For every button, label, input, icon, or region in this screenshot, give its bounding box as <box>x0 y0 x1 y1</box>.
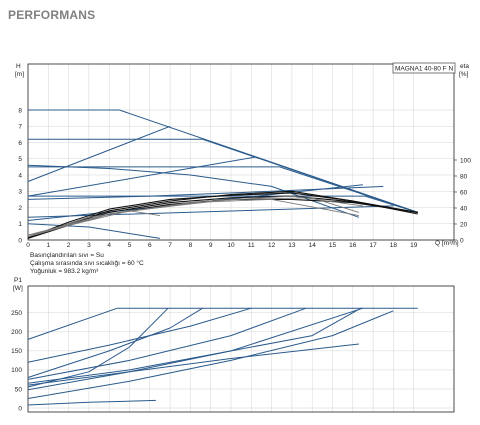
x-tick-label: 17 <box>369 242 377 249</box>
power-curve-4 <box>27 307 364 391</box>
model-label-box <box>392 62 456 74</box>
head-curve-2 <box>28 166 418 213</box>
power-curve-10 <box>27 399 156 406</box>
y-tick-label: 200 <box>11 329 22 336</box>
power-chart-curves <box>27 307 418 406</box>
y-tick-label: 3 <box>18 189 22 196</box>
power-curve-2 <box>27 307 252 363</box>
power-curve-8 <box>27 310 394 399</box>
x-tick-label: 16 <box>349 242 357 249</box>
y-tick-label: 6 <box>18 140 22 147</box>
y-tick-label: 2 <box>18 205 22 212</box>
head-curve-0 <box>28 109 418 213</box>
x-tick-label: 8 <box>189 242 193 249</box>
eta-axis-unit: [%] <box>459 71 469 78</box>
x-tick-label: 9 <box>209 242 213 249</box>
y-tick-label: 7 <box>18 124 22 131</box>
head-curve-16 <box>27 198 359 236</box>
x-tick-label: 1 <box>46 242 50 249</box>
x-tick-label: 2 <box>67 242 71 249</box>
y-tick-label: 0 <box>18 237 22 244</box>
x-tick-label: 14 <box>309 242 317 249</box>
eta-tick-label: 40 <box>460 205 468 212</box>
y-tick-label: 250 <box>11 310 22 317</box>
eta-tick-label: 100 <box>460 157 471 164</box>
y-tick-label: 5 <box>18 156 22 163</box>
x-tick-label: 0 <box>26 242 30 249</box>
y-tick-label: 150 <box>11 348 22 355</box>
fluid-note: Basınçlandırılan sıvı = Su <box>30 252 104 259</box>
head-chart-frame <box>27 63 455 241</box>
x-tick-label: 15 <box>329 242 337 249</box>
x-tick-label: 5 <box>128 242 132 249</box>
flow-axis-label: Q <box>435 240 440 247</box>
head-axis-unit: [m] <box>15 71 24 78</box>
x-tick-label: 13 <box>288 242 296 249</box>
x-tick-label: 12 <box>268 242 276 249</box>
y-tick-label: 0 <box>18 405 22 412</box>
y-tick-label: 8 <box>18 107 22 114</box>
head-chart-curves <box>27 109 418 239</box>
eta-tick-label: 0 <box>460 237 464 244</box>
power-chart-frame <box>27 285 455 413</box>
power-curve-7 <box>27 307 362 384</box>
eta-axis-label: eta <box>460 63 469 70</box>
y-tick-label: 1 <box>18 221 22 228</box>
eta-tick-label: 80 <box>460 173 468 180</box>
x-tick-label: 6 <box>148 242 152 249</box>
x-tick-label: 3 <box>87 242 91 249</box>
power-curve-9 <box>27 343 359 386</box>
x-tick-label: 10 <box>227 242 235 249</box>
density-note: Yoğunluk = 983.2 kg/m³ <box>30 268 99 275</box>
power-axis-unit: [W] <box>13 285 23 292</box>
power-curve-6 <box>27 307 203 378</box>
head-curve-10 <box>27 185 384 200</box>
page-title: PERFORMANS <box>8 8 96 22</box>
x-tick-label: 19 <box>410 242 418 249</box>
head-chart-ticks: 0 1 2 3 4 5 6 7 8 9 10 11 12 13 14 15 16 17 18 190123456780… <box>18 107 471 249</box>
x-tick-label: 11 <box>248 242 255 249</box>
flow-axis-unit: [m³/h] <box>442 240 459 247</box>
temperature-note: Çalışma sırasında sıvı sıcaklığı = 60 °C <box>30 259 144 267</box>
x-tick-label: 4 <box>107 242 111 249</box>
head-curve-5 <box>27 125 171 182</box>
y-tick-label: 100 <box>11 367 22 374</box>
model-label: MAGNA1 40-80 F N <box>395 66 453 73</box>
power-axis-label: P1 <box>14 277 22 284</box>
head-curve-12 <box>27 192 418 239</box>
head-axis-label: H <box>16 63 21 70</box>
head-curve-6 <box>27 156 256 197</box>
x-tick-label: 18 <box>390 242 398 249</box>
power-chart-ticks: 0 50 100 150 200 250 <box>11 310 22 412</box>
eta-tick-label: 20 <box>460 221 468 228</box>
x-tick-label: 7 <box>168 242 172 249</box>
power-curve-1 <box>27 307 118 340</box>
head-curve-18 <box>27 195 363 238</box>
eta-tick-label: 60 <box>460 189 468 196</box>
y-tick-label: 4 <box>18 172 22 179</box>
head-curve-9 <box>27 223 161 239</box>
y-tick-label: 50 <box>15 386 23 393</box>
power-curve-3 <box>27 307 307 380</box>
